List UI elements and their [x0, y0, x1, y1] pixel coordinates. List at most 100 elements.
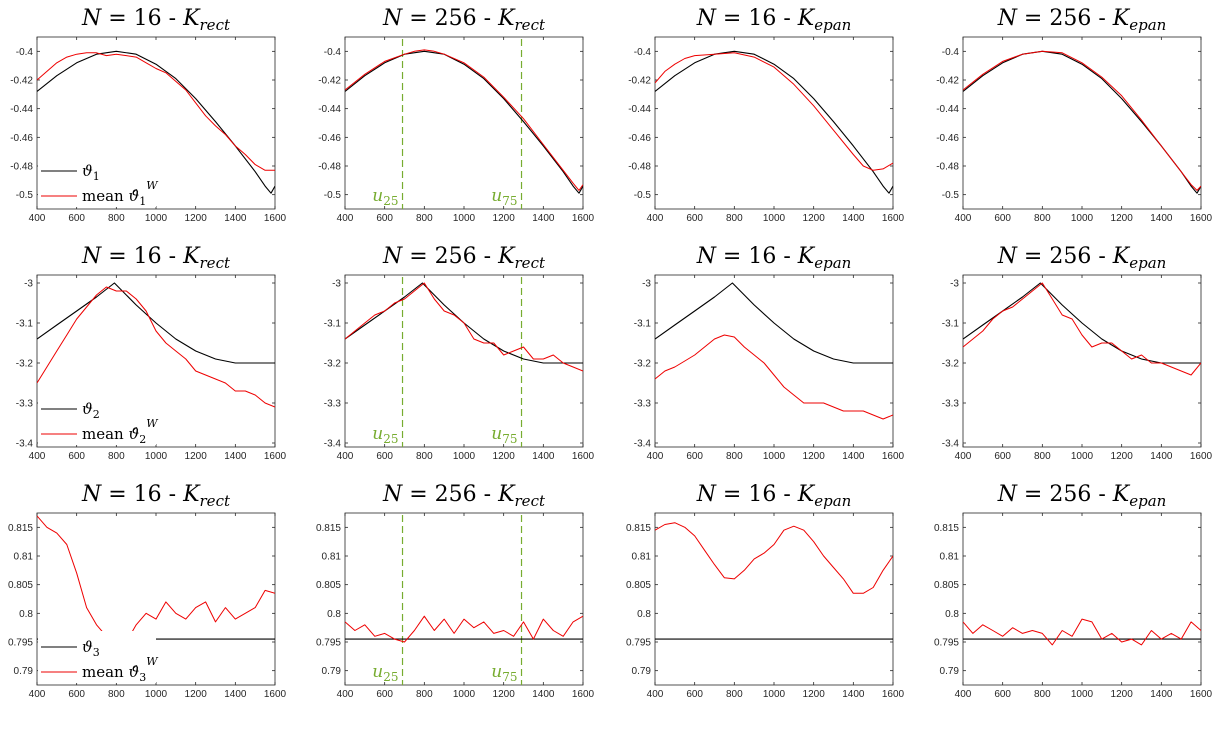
y-tick-label: -0.5	[324, 190, 342, 201]
subplot-r2-c3: N = 256 - Kepan 400 600 800 1000 1200 1400 1600…	[934, 482, 1213, 700]
series-line-true	[963, 50, 1201, 194]
x-tick-label: 800	[1034, 451, 1051, 462]
y-tick-label: -3.1	[16, 319, 34, 330]
series-line-true	[655, 282, 893, 364]
subplot-title: N = 16 - Kepan	[696, 482, 852, 510]
legend-label-estimate: mean ϑ̂3W	[82, 655, 159, 684]
x-tick-label: 800	[416, 213, 433, 224]
y-tick-label: -0.4	[324, 47, 342, 58]
y-tick-label: -0.42	[936, 76, 959, 87]
x-tick-label: 600	[376, 213, 393, 224]
legend-label-true: ϑ3	[82, 638, 100, 659]
y-tick-label: -0.44	[936, 104, 959, 115]
y-tick-label: -0.5	[16, 190, 34, 201]
y-tick-label: -3.2	[634, 359, 652, 370]
subplot-title: N = 256 - Krect	[382, 244, 546, 272]
subplot-title: N = 256 - Krect	[382, 6, 546, 34]
y-tick-label: -3	[24, 279, 33, 290]
y-tick-label: 0.81	[14, 552, 34, 563]
y-tick-label: 0.8	[637, 609, 651, 620]
series-line-true	[963, 282, 1201, 364]
y-tick-label: 0.815	[8, 523, 33, 534]
quantile-label-u75: u75	[491, 424, 517, 446]
x-tick-label: 1600	[264, 689, 287, 700]
y-tick-label: 0.81	[632, 552, 652, 563]
y-tick-label: 0.79	[632, 666, 652, 677]
x-tick-label: 400	[647, 689, 664, 700]
x-tick-label: 400	[29, 451, 46, 462]
x-tick-label: 800	[108, 213, 125, 224]
x-tick-label: 1200	[803, 451, 826, 462]
quantile-label-u25: u25	[372, 424, 398, 446]
y-tick-label: 0.805	[316, 580, 341, 591]
x-tick-label: 400	[29, 213, 46, 224]
series-line-estimate	[345, 49, 583, 191]
y-tick-label: -0.48	[936, 162, 959, 173]
series-line-estimate	[963, 618, 1201, 646]
x-tick-label: 600	[994, 451, 1011, 462]
legend-label-estimate: mean ϑ̂1W	[82, 179, 159, 208]
y-tick-label: -0.42	[10, 76, 33, 87]
legend-label-true: ϑ1	[82, 162, 100, 183]
y-tick-label: -0.48	[318, 162, 341, 173]
subplot-r2-c0: N = 16 - Krect 400 600 800 1000 1200 1400 1600 0…	[8, 482, 287, 700]
y-tick-label: 0.815	[316, 523, 341, 534]
x-tick-label: 1000	[145, 689, 168, 700]
y-tick-label: 0.81	[322, 552, 342, 563]
series-line-estimate	[655, 334, 893, 420]
x-tick-label: 1200	[185, 451, 208, 462]
y-tick-label: 0.805	[934, 580, 959, 591]
y-tick-label: 0.79	[14, 666, 34, 677]
y-tick-label: 0.805	[626, 580, 651, 591]
y-tick-label: -0.4	[634, 47, 652, 58]
y-tick-label: -3.1	[634, 319, 652, 330]
subplot-title: N = 256 - Kepan	[997, 6, 1167, 34]
subplot-title: N = 256 - Krect	[382, 482, 546, 510]
x-tick-label: 400	[337, 689, 354, 700]
subplot-r0-c1: N = 256 - Krect 400 600 800 1000 1200 1400 1600…	[318, 6, 594, 224]
x-tick-label: 1600	[882, 213, 905, 224]
y-tick-label: -0.4	[942, 47, 960, 58]
y-tick-label: -3.3	[942, 399, 960, 410]
x-tick-label: 1200	[803, 213, 826, 224]
y-tick-label: -0.48	[10, 162, 33, 173]
series-line-true	[37, 50, 275, 194]
y-tick-label: -3.1	[324, 319, 342, 330]
subplot-r1-c3: N = 256 - Kepan 400 600 800 1000 1200 1400 1600…	[942, 244, 1213, 462]
axes-box	[654, 36, 894, 210]
x-tick-label: 1000	[145, 451, 168, 462]
x-tick-label: 1400	[224, 213, 247, 224]
series-line-estimate	[345, 282, 583, 372]
x-tick-label: 400	[955, 689, 972, 700]
y-tick-label: -0.46	[628, 133, 651, 144]
y-tick-label: -0.46	[10, 133, 33, 144]
y-tick-label: -3.4	[942, 439, 960, 450]
x-tick-label: 1400	[1150, 451, 1173, 462]
y-tick-label: 0.795	[316, 638, 341, 649]
series-line-true	[37, 282, 275, 364]
axes-box	[962, 512, 1202, 686]
x-tick-label: 1400	[224, 451, 247, 462]
y-tick-label: 0.8	[327, 609, 341, 620]
x-tick-label: 1400	[1150, 213, 1173, 224]
subplot-r2-c2: N = 16 - Kepan 400 600 800 1000 1200 1400 1600 0…	[626, 482, 905, 700]
y-tick-label: 0.795	[934, 638, 959, 649]
x-tick-label: 1400	[1150, 689, 1173, 700]
y-tick-label: -0.46	[936, 133, 959, 144]
x-tick-label: 1000	[1071, 689, 1094, 700]
x-tick-label: 600	[68, 213, 85, 224]
x-tick-label: 1600	[882, 451, 905, 462]
x-tick-label: 1600	[1190, 689, 1213, 700]
y-tick-label: -0.5	[942, 190, 960, 201]
axes-box	[654, 512, 894, 686]
x-tick-label: 600	[686, 213, 703, 224]
x-tick-label: 1400	[842, 689, 865, 700]
y-tick-label: 0.79	[940, 666, 960, 677]
x-tick-label: 800	[416, 451, 433, 462]
legend-label-true: ϑ2	[82, 400, 100, 421]
y-tick-label: 0.805	[8, 580, 33, 591]
x-tick-label: 1000	[145, 213, 168, 224]
y-tick-label: 0.81	[940, 552, 960, 563]
x-tick-label: 1200	[493, 213, 516, 224]
